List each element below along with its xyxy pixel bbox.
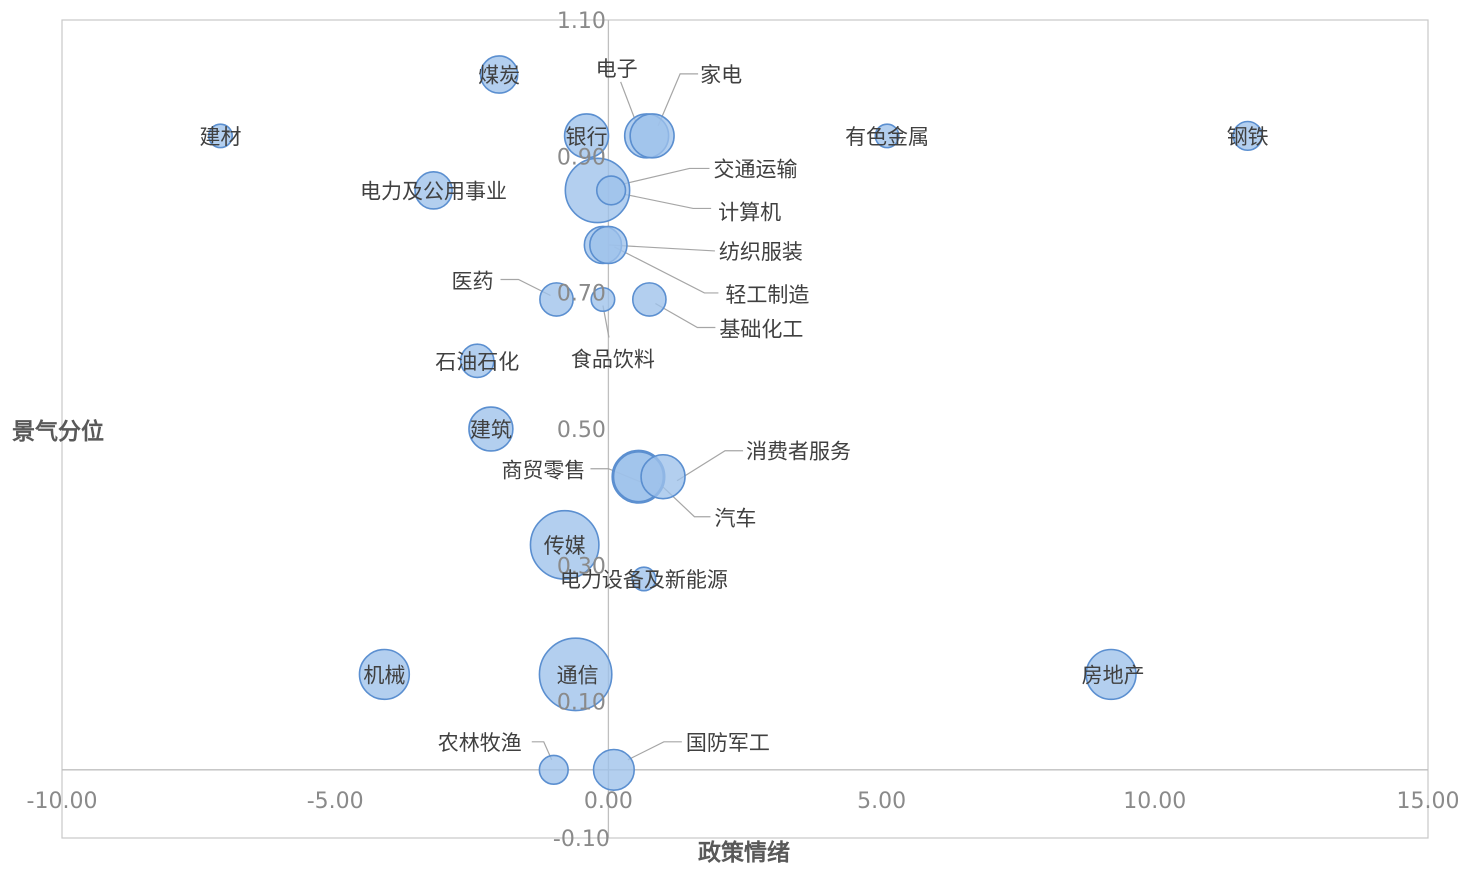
bubble: [1085, 648, 1137, 701]
leader-line: [620, 81, 638, 125]
bubble: [529, 509, 600, 580]
leader-line: [676, 450, 744, 482]
bubble: [358, 648, 411, 701]
bubble: [631, 566, 657, 592]
bubble: [631, 282, 667, 317]
x-tick-label: -10.00: [27, 789, 98, 814]
point-label: 传媒: [544, 534, 586, 558]
bubble: [595, 175, 627, 206]
point-label: 建筑: [470, 418, 512, 442]
x-tick-label: 10.00: [1123, 789, 1186, 814]
point-label: 银行: [566, 125, 608, 149]
point-label: 钢铁: [1227, 125, 1269, 149]
x-tick-label: -5.00: [307, 789, 364, 814]
point-label: 电力及公用事业: [360, 179, 507, 203]
y-tick-label: 0.70: [557, 282, 606, 307]
point-label: 家电: [700, 63, 742, 87]
point-label: 房地产: [1082, 663, 1145, 687]
bubble: [538, 754, 569, 786]
x-tick-label: 5.00: [857, 789, 906, 814]
bubbles: [207, 55, 1263, 791]
bubble: [468, 406, 514, 452]
point-label: 交通运输: [713, 157, 797, 181]
bubble: [592, 748, 635, 791]
point-label: 煤炭: [478, 64, 520, 88]
x-tick-label: 15.00: [1397, 789, 1458, 814]
axes: [62, 20, 1428, 838]
leader-line: [500, 278, 551, 297]
point-label: 汽车: [714, 507, 756, 531]
point-label: 建材: [199, 125, 241, 149]
bubble: [563, 113, 610, 159]
point-label: 电力设备及新能源: [560, 568, 728, 592]
leader-line: [625, 193, 712, 210]
point-label: 电子: [596, 57, 638, 81]
leader-line: [655, 302, 716, 329]
point-label: 国防军工: [686, 731, 770, 755]
bubble: [1232, 120, 1263, 152]
bubble: [479, 55, 519, 94]
bubble: [414, 171, 453, 210]
point-label: 农林牧渔: [438, 731, 522, 755]
point-label: 医药: [451, 269, 493, 293]
y-tick-label: -0.10: [553, 827, 610, 852]
point-label: 石油石化: [435, 350, 519, 374]
point-label: 商贸零售: [501, 459, 585, 483]
bubble: [459, 343, 495, 379]
y-tick-label: 1.10: [557, 9, 606, 34]
leader-line: [657, 73, 699, 127]
leader-line: [614, 246, 719, 294]
y-tick-label: 0.90: [557, 145, 606, 170]
point-label: 基础化工: [719, 317, 803, 341]
point-label: 纺织服装: [719, 240, 803, 264]
plot-area: [61, 19, 1429, 839]
point-label: 有色金属: [845, 125, 929, 149]
x-axis-title: 政策情绪: [698, 839, 790, 866]
point-label: 食品饮料: [571, 347, 655, 371]
point-label: 消费者服务: [746, 440, 851, 464]
leader-line: [621, 167, 710, 186]
x-tick-label: 0.00: [584, 789, 633, 814]
point-label: 机械: [363, 663, 405, 687]
point-label: 通信: [557, 663, 599, 687]
point-label: 计算机: [718, 200, 781, 224]
bubble: [207, 123, 233, 149]
leader-line: [627, 741, 682, 761]
y-axis-title: 景气分位: [12, 418, 104, 445]
y-tick-label: 0.10: [557, 691, 606, 716]
leader-line: [531, 741, 553, 761]
bubble: [589, 225, 628, 265]
y-tick-label: 0.30: [557, 554, 606, 579]
bubble: [640, 453, 686, 500]
bubble: [539, 282, 574, 317]
bubble: [629, 113, 675, 159]
tick-labels: -10.00 -5.00 0.00 5.00 10.00 15.00 -0.10 0.10 0.…: [27, 9, 1458, 852]
bubble: [590, 286, 616, 313]
bubble: [874, 123, 900, 149]
point-label: 轻工制造: [725, 283, 809, 307]
y-tick-label: 0.50: [557, 418, 606, 443]
bubble: [538, 637, 613, 712]
